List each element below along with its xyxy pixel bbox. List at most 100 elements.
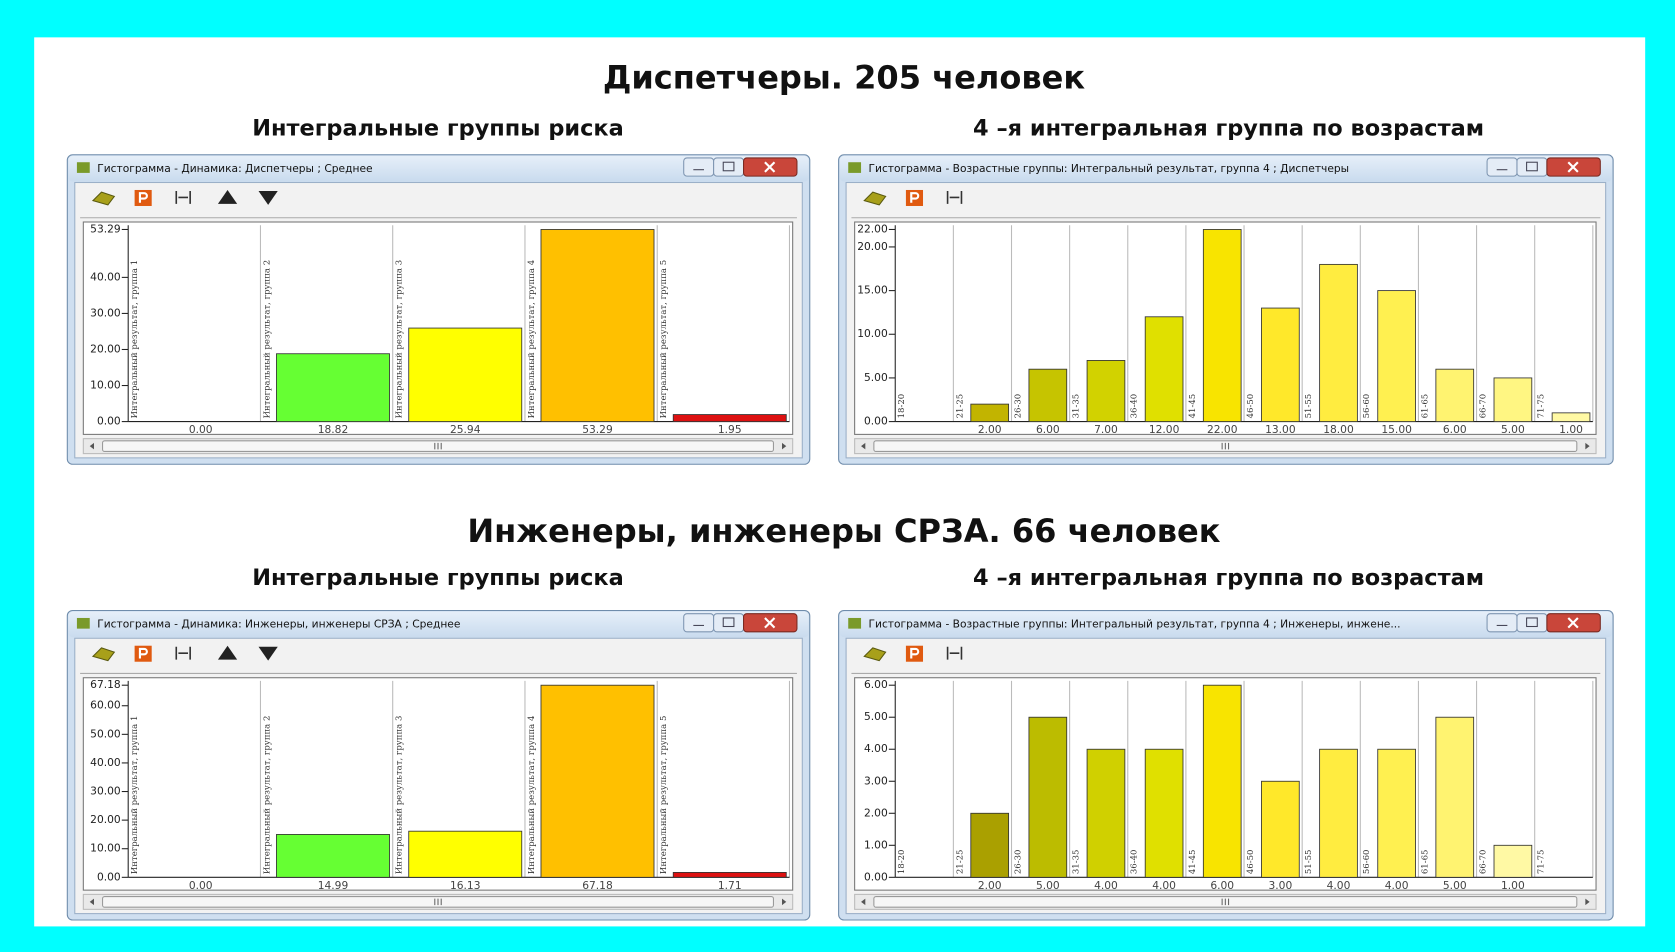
y-tick-label: 10.00 [90, 842, 121, 855]
app-icon [848, 617, 862, 629]
y-tick-label: 6.00 [864, 678, 888, 691]
value-label: 5.00 [1501, 423, 1525, 436]
y-tick-label: 40.00 [90, 756, 121, 769]
bar [672, 414, 787, 423]
title-bar [68, 611, 809, 638]
chart-subtitle: 4 –я интегральная группа по возрастам [973, 116, 1484, 142]
scroll-left[interactable] [861, 442, 866, 450]
app-icon [76, 162, 90, 173]
bar [1377, 290, 1416, 423]
toolbar-print-glyph [138, 192, 148, 203]
toolbar-down[interactable] [258, 646, 278, 661]
canvas: Диспетчеры. 205 человек Инженеры, инжене… [34, 37, 1646, 927]
value-label: 6.00 [1443, 423, 1467, 436]
category-label: 46-50 [1246, 394, 1256, 419]
toolbar-erase[interactable] [863, 647, 887, 662]
maximize-button[interactable] [1516, 613, 1548, 633]
y-tick-label: 67.18 [90, 678, 121, 691]
toolbar-down[interactable] [258, 191, 278, 205]
toolbar-print-glyph [138, 647, 148, 659]
toolbar-range[interactable] [175, 191, 191, 204]
maximize-button[interactable] [1516, 157, 1548, 177]
value-label: 12.00 [1149, 423, 1180, 436]
window-title: Гистограмма - Возрастные группы: Интегра… [869, 162, 1350, 175]
toolbar-up[interactable] [217, 189, 238, 204]
title-bar [839, 155, 1613, 182]
value-label: 16.13 [450, 879, 481, 892]
bar [1144, 748, 1184, 878]
scroll-grip [1221, 442, 1230, 450]
scroll-right[interactable] [781, 442, 787, 450]
category-label: 71-75 [1537, 394, 1547, 419]
y-tick-label: 3.00 [864, 774, 888, 787]
category-label: 41-45 [1188, 394, 1198, 419]
category-label: Интегральный результат, группа 4 [527, 716, 537, 875]
category-label: 21-25 [955, 394, 965, 419]
y-tick-label: 30.00 [90, 785, 121, 798]
scroll-left[interactable] [861, 898, 866, 906]
y-tick-label: 50.00 [90, 727, 121, 740]
value-label: 1.00 [1559, 423, 1583, 436]
scroll-right[interactable] [1585, 442, 1590, 450]
category-label: 51-55 [1304, 394, 1314, 419]
bar [1493, 377, 1533, 423]
category-label: 66-70 [1478, 850, 1488, 875]
value-label: 7.00 [1094, 423, 1118, 436]
minimize-button[interactable] [1486, 157, 1518, 177]
window: Гистограмма - Возрастные группы: Интегра… [838, 609, 1614, 921]
toolbar-up[interactable] [217, 645, 238, 660]
toolbar-erase[interactable] [863, 191, 887, 206]
y-tick-label: 10.00 [857, 327, 888, 340]
minimize-button[interactable] [1486, 613, 1518, 633]
y-tick-label: 20.00 [857, 240, 888, 253]
toolbar-range[interactable] [175, 646, 191, 660]
heading: Диспетчеры. 205 человек [603, 59, 1085, 97]
category-label: 36-40 [1130, 850, 1140, 875]
value-label: 0.00 [189, 879, 213, 892]
toolbar-range[interactable] [946, 191, 963, 204]
scroll-left[interactable] [89, 442, 95, 450]
y-tick-label: 5.00 [864, 371, 888, 384]
minimize-button[interactable] [683, 157, 715, 177]
scroll-left[interactable] [89, 898, 95, 906]
value-label: 15.00 [1381, 423, 1412, 436]
chart-subtitle: Интегральные группы риска [252, 116, 624, 142]
toolbar-erase[interactable] [91, 647, 116, 662]
category-label: 66-70 [1478, 394, 1488, 419]
category-label: 18-20 [897, 850, 907, 875]
y-tick-label: 10.00 [90, 379, 121, 392]
value-label: 1.95 [718, 423, 742, 436]
window-title: Гистограмма - Динамика: Диспетчеры ; Сре… [97, 162, 372, 175]
bar [1377, 748, 1416, 878]
scroll-grip [1221, 898, 1230, 906]
bar [1202, 684, 1242, 878]
maximize-button[interactable] [713, 157, 745, 177]
maximize-button[interactable] [713, 613, 745, 633]
category-label: 36-40 [1130, 394, 1140, 419]
bar [540, 684, 655, 878]
value-label: 3.00 [1268, 879, 1292, 892]
scroll-right[interactable] [1585, 898, 1590, 906]
category-label: 61-65 [1420, 394, 1430, 419]
bar [1493, 844, 1533, 878]
category-label: 51-55 [1304, 850, 1314, 875]
scroll-right[interactable] [781, 898, 787, 906]
toolbar-erase[interactable] [91, 191, 116, 206]
value-label: 4.00 [1094, 879, 1118, 892]
window: Гистограмма - Динамика: Диспетчеры ; Сре… [66, 154, 811, 465]
category-label: Интегральный результат, группа 3 [395, 260, 405, 419]
bar [1261, 307, 1300, 423]
y-tick-label: 60.00 [90, 699, 121, 712]
toolbar-range[interactable] [946, 646, 963, 660]
category-label: 56-60 [1362, 850, 1372, 875]
scroll-grip [434, 898, 442, 906]
app-icon [76, 617, 90, 629]
category-label: 26-30 [1013, 394, 1023, 419]
heading: Инженеры, инженеры СРЗА. 66 человек [467, 512, 1220, 550]
y-tick-label: 1.00 [864, 838, 888, 851]
bar [970, 812, 1010, 878]
category-label: Интегральный результат, группа 5 [659, 716, 669, 875]
minimize-button[interactable] [683, 613, 715, 633]
y-tick-label: 20.00 [90, 342, 121, 355]
